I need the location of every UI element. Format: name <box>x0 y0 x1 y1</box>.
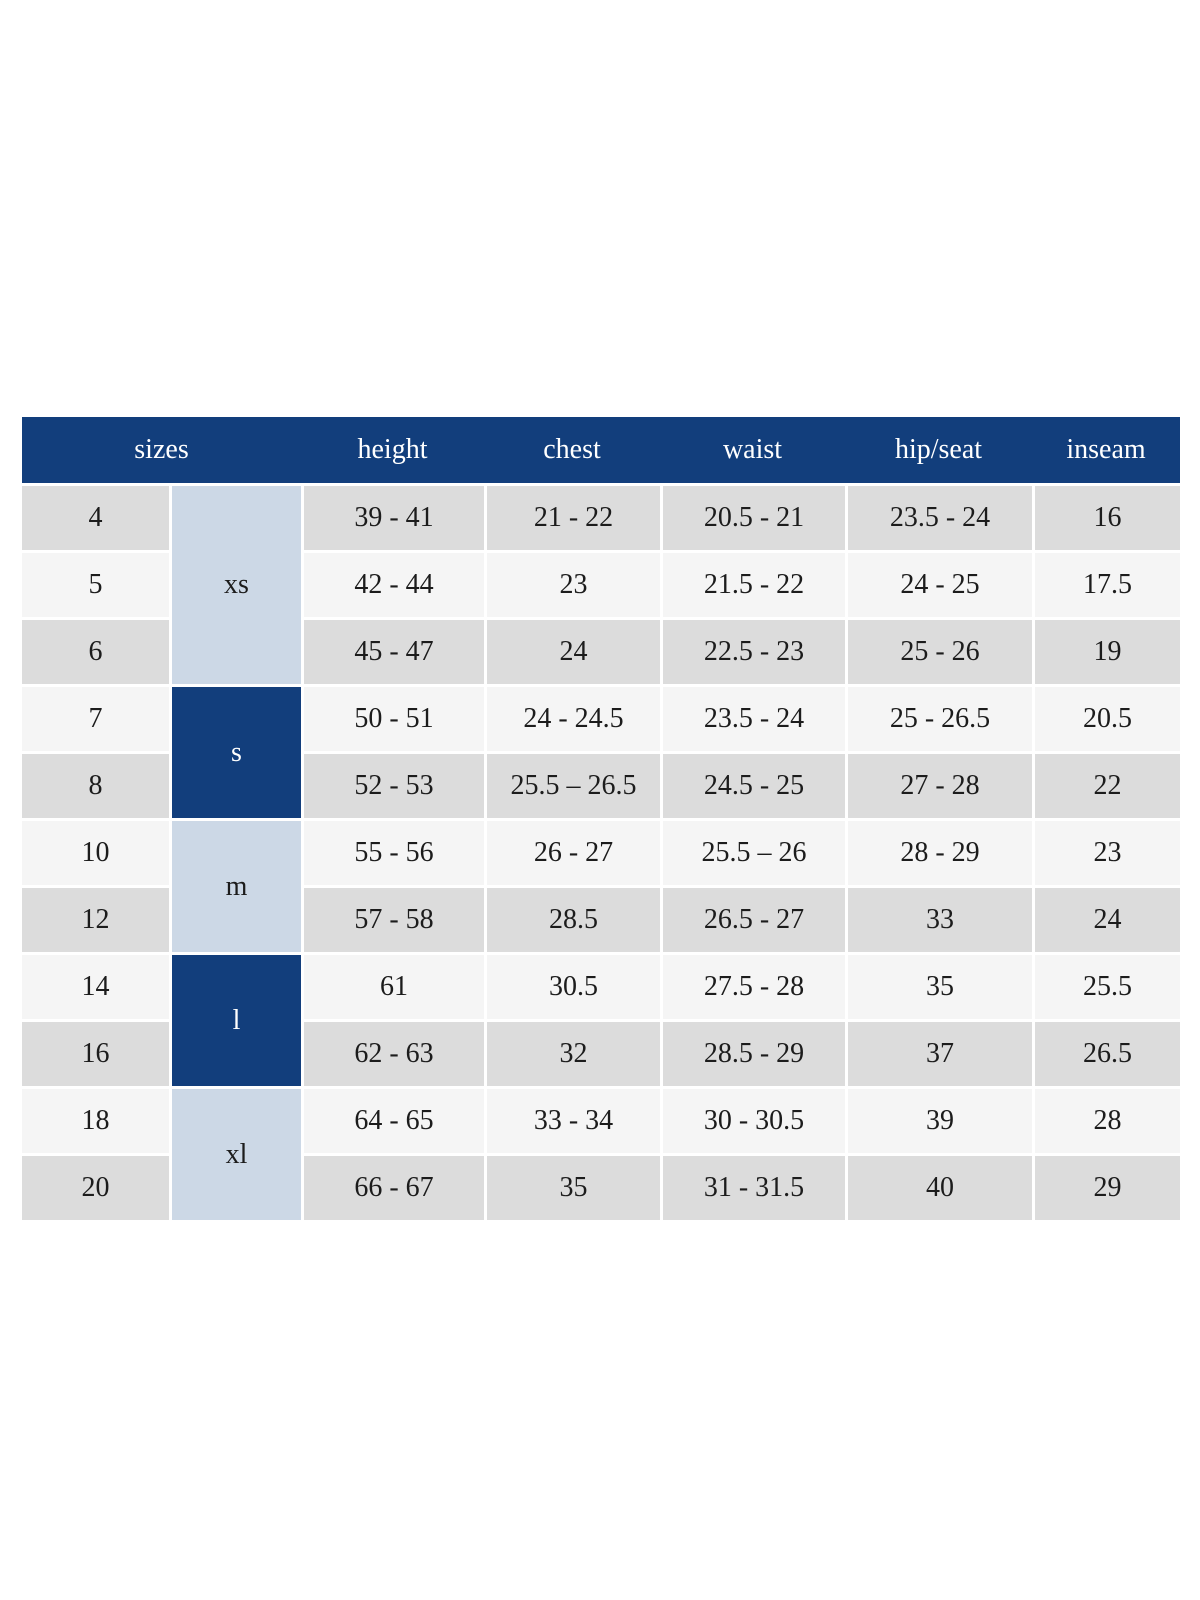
size-number-cell: 10 <box>22 818 169 885</box>
waist-cell: 31 - 31.5 <box>660 1153 845 1220</box>
height-cell: 45 - 47 <box>301 617 484 684</box>
height-cell: 39 - 41 <box>301 483 484 550</box>
inseam-cell: 29 <box>1032 1153 1180 1220</box>
size-group-cell-m: m <box>169 818 301 952</box>
inseam-cell: 17.5 <box>1032 550 1180 617</box>
chest-cell: 30.5 <box>484 952 660 1019</box>
inseam-cell: 19 <box>1032 617 1180 684</box>
size-number-cell: 7 <box>22 684 169 751</box>
chest-cell: 35 <box>484 1153 660 1220</box>
hip-seat-cell: 25 - 26 <box>845 617 1032 684</box>
hip-seat-cell: 28 - 29 <box>845 818 1032 885</box>
chest-cell: 26 - 27 <box>484 818 660 885</box>
chest-cell: 23 <box>484 550 660 617</box>
header-cell-hip-seat: hip/seat <box>845 417 1032 483</box>
size-number-cell: 14 <box>22 952 169 1019</box>
hip-seat-cell: 24 - 25 <box>845 550 1032 617</box>
inseam-cell: 28 <box>1032 1086 1180 1153</box>
hip-seat-cell: 27 - 28 <box>845 751 1032 818</box>
waist-cell: 27.5 - 28 <box>660 952 845 1019</box>
height-cell: 50 - 51 <box>301 684 484 751</box>
inseam-cell: 25.5 <box>1032 952 1180 1019</box>
size-number-cell: 20 <box>22 1153 169 1220</box>
size-number-cell: 6 <box>22 617 169 684</box>
hip-seat-cell: 35 <box>845 952 1032 1019</box>
chest-cell: 24 - 24.5 <box>484 684 660 751</box>
chest-cell: 33 - 34 <box>484 1086 660 1153</box>
height-cell: 64 - 65 <box>301 1086 484 1153</box>
chest-cell: 21 - 22 <box>484 483 660 550</box>
waist-cell: 30 - 30.5 <box>660 1086 845 1153</box>
header-cell-height: height <box>301 417 484 483</box>
size-number-cell: 12 <box>22 885 169 952</box>
hip-seat-cell: 23.5 - 24 <box>845 483 1032 550</box>
chest-cell: 28.5 <box>484 885 660 952</box>
hip-seat-cell: 25 - 26.5 <box>845 684 1032 751</box>
inseam-cell: 24 <box>1032 885 1180 952</box>
size-group-cell-xs: xs <box>169 483 301 684</box>
waist-cell: 20.5 - 21 <box>660 483 845 550</box>
height-cell: 52 - 53 <box>301 751 484 818</box>
hip-seat-cell: 33 <box>845 885 1032 952</box>
size-chart-table: sizes height chest waist hip/seat inseam… <box>22 417 1180 1220</box>
hip-seat-cell: 37 <box>845 1019 1032 1086</box>
size-group-cell-l: l <box>169 952 301 1086</box>
inseam-cell: 20.5 <box>1032 684 1180 751</box>
size-group-cell-s: s <box>169 684 301 818</box>
header-cell-sizes: sizes <box>22 417 301 483</box>
size-number-cell: 8 <box>22 751 169 818</box>
header-cell-waist: waist <box>660 417 845 483</box>
waist-cell: 23.5 - 24 <box>660 684 845 751</box>
chest-cell: 32 <box>484 1019 660 1086</box>
size-number-cell: 18 <box>22 1086 169 1153</box>
chest-cell: 24 <box>484 617 660 684</box>
size-chart-grid: sizes height chest waist hip/seat inseam… <box>22 417 1180 1220</box>
header-cell-chest: chest <box>484 417 660 483</box>
height-cell: 66 - 67 <box>301 1153 484 1220</box>
height-cell: 55 - 56 <box>301 818 484 885</box>
inseam-cell: 23 <box>1032 818 1180 885</box>
inseam-cell: 22 <box>1032 751 1180 818</box>
waist-cell: 21.5 - 22 <box>660 550 845 617</box>
size-number-cell: 4 <box>22 483 169 550</box>
height-cell: 57 - 58 <box>301 885 484 952</box>
waist-cell: 22.5 - 23 <box>660 617 845 684</box>
inseam-cell: 26.5 <box>1032 1019 1180 1086</box>
waist-cell: 28.5 - 29 <box>660 1019 845 1086</box>
height-cell: 61 <box>301 952 484 1019</box>
chest-cell: 25.5 – 26.5 <box>484 751 660 818</box>
waist-cell: 24.5 - 25 <box>660 751 845 818</box>
height-cell: 62 - 63 <box>301 1019 484 1086</box>
size-group-cell-xl: xl <box>169 1086 301 1220</box>
hip-seat-cell: 40 <box>845 1153 1032 1220</box>
waist-cell: 25.5 – 26 <box>660 818 845 885</box>
size-number-cell: 16 <box>22 1019 169 1086</box>
height-cell: 42 - 44 <box>301 550 484 617</box>
header-cell-inseam: inseam <box>1032 417 1180 483</box>
hip-seat-cell: 39 <box>845 1086 1032 1153</box>
inseam-cell: 16 <box>1032 483 1180 550</box>
size-number-cell: 5 <box>22 550 169 617</box>
waist-cell: 26.5 - 27 <box>660 885 845 952</box>
